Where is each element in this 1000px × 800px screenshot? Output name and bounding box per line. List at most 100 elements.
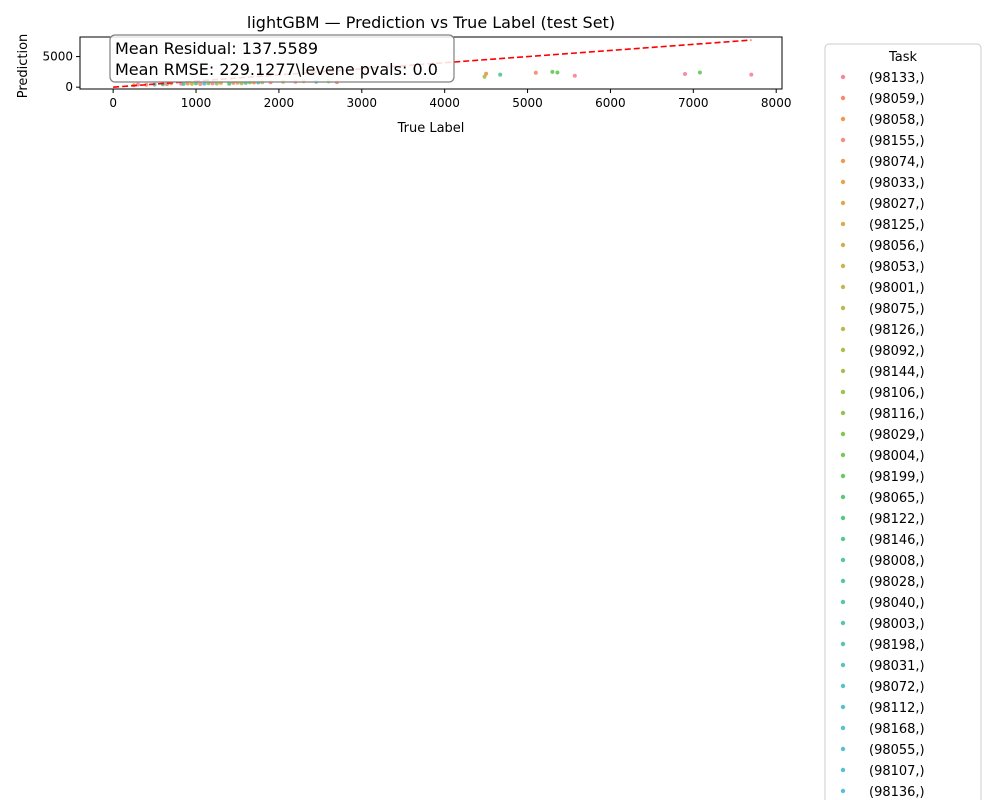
legend-label: (98136,) (869, 785, 925, 800)
legend-label: (98059,) (869, 92, 925, 107)
legend-item: (98075,) (840, 302, 925, 317)
legend-marker (840, 557, 846, 563)
legend-title: Task (888, 50, 918, 65)
legend-marker (840, 641, 846, 647)
x-axis-label: True Label (397, 121, 465, 136)
legend-item: (98144,) (840, 365, 925, 380)
legend-marker (840, 305, 846, 311)
scatter-point (189, 81, 194, 86)
legend-marker (840, 515, 846, 521)
x-axis-ticks: 0 1000 2000 3000 4000 5000 6000 7000 8000 (109, 89, 791, 110)
legend-marker (840, 662, 846, 668)
legend-item: (98058,) (840, 113, 925, 128)
scatter-point (550, 69, 555, 74)
legend-item: (98126,) (840, 323, 925, 338)
scatter-point (144, 82, 149, 87)
legend-item: (98125,) (840, 218, 925, 233)
legend-label: (98199,) (869, 470, 925, 485)
legend-item: (98072,) (840, 680, 925, 695)
legend-label: (98008,) (869, 554, 925, 569)
legend-marker (840, 221, 846, 227)
legend-label: (98053,) (869, 260, 925, 275)
legend-marker (840, 242, 846, 248)
legend-label: (98112,) (869, 701, 925, 716)
legend-label: (98198,) (869, 638, 925, 653)
legend-label: (98075,) (869, 302, 925, 317)
legend-item: (98033,) (840, 176, 925, 191)
legend-label: (98072,) (869, 680, 925, 695)
legend-item: (98004,) (840, 449, 925, 464)
legend-marker (840, 284, 846, 290)
x-tick-label: 7000 (678, 96, 709, 110)
legend-item: (98031,) (840, 659, 925, 674)
legend-marker (840, 704, 846, 710)
legend-item: (98040,) (840, 596, 925, 611)
legend-marker (840, 179, 846, 185)
legend-marker (840, 158, 846, 164)
legend-item: (98168,) (840, 722, 925, 737)
scatter-point (555, 70, 560, 75)
legend-label: (98125,) (869, 218, 925, 233)
legend-label: (98028,) (869, 575, 925, 590)
legend-item: (98027,) (840, 197, 925, 212)
legend-marker (840, 389, 846, 395)
scatter-point (683, 72, 687, 76)
legend-item: (98112,) (840, 701, 925, 716)
x-tick-label: 3000 (347, 96, 378, 110)
annotation-mean-residual: Mean Residual: 137.5589 (115, 39, 318, 58)
legend-frame (824, 43, 982, 800)
legend-label: (98055,) (869, 743, 925, 758)
legend-item: (98106,) (840, 386, 925, 401)
legend-item: (98146,) (840, 533, 925, 548)
legend-item: (98053,) (840, 260, 925, 275)
y-tick-label: 0 (65, 80, 73, 94)
legend-marker (840, 620, 846, 626)
legend-item: (98155,) (840, 134, 925, 149)
legend-item: (98003,) (840, 617, 925, 632)
y-axis-label: Prediction (16, 34, 31, 99)
legend-marker (840, 578, 846, 584)
legend-label: (98133,) (869, 71, 925, 86)
x-tick-label: 2000 (264, 96, 295, 110)
legend-label: (98092,) (869, 344, 925, 359)
legend-label: (98168,) (869, 722, 925, 737)
legend-item: (98065,) (840, 491, 925, 506)
legend-label: (98058,) (869, 113, 925, 128)
x-tick-label: 6000 (595, 96, 626, 110)
legend-label: (98004,) (869, 449, 925, 464)
legend-label: (98065,) (869, 491, 925, 506)
legend-marker (840, 431, 846, 437)
legend-marker (840, 347, 846, 353)
legend-marker (840, 368, 846, 374)
legend-marker (840, 200, 846, 206)
legend-item: (98029,) (840, 428, 925, 443)
scatter-point (198, 82, 203, 86)
legend-marker (840, 599, 846, 605)
legend-marker (840, 410, 846, 416)
legend-item: (98136,) (840, 785, 925, 800)
legend-label: (98033,) (869, 176, 925, 191)
legend-marker (840, 788, 846, 794)
legend-item: (98116,) (840, 407, 925, 422)
annotation-frame (109, 34, 455, 83)
chart-title: lightGBM — Prediction vs True Label (tes… (247, 13, 615, 32)
legend-item: (98199,) (840, 470, 925, 485)
legend-label: (98056,) (869, 239, 925, 254)
legend-item: (98133,) (840, 71, 925, 86)
legend-item: (98001,) (840, 281, 925, 296)
legend-label: (98031,) (869, 659, 925, 674)
legend-label: (98040,) (869, 596, 925, 611)
legend-label: (98116,) (869, 407, 925, 422)
legend-item: (98059,) (840, 92, 925, 107)
legend-items: (98133,) (98059,) (98058,) (98155,) (98074,)… (840, 71, 925, 800)
legend-item: (98056,) (840, 239, 925, 254)
legend-marker (840, 326, 846, 332)
legend-item: (98074,) (840, 155, 925, 170)
legend-label: (98122,) (869, 512, 925, 527)
legend-marker (840, 746, 846, 752)
legend-label: (98029,) (869, 428, 925, 443)
y-tick-label: 5000 (42, 50, 73, 64)
legend-label: (98106,) (869, 386, 925, 401)
scatter-point (227, 81, 232, 86)
